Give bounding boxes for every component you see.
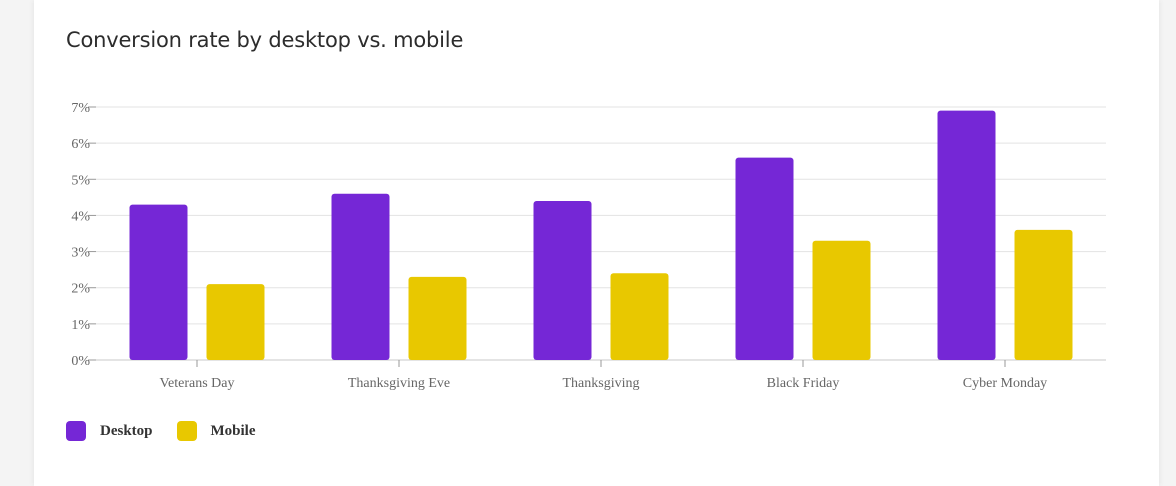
legend-label-mobile: Mobile [210, 422, 256, 439]
bar-mobile-veterans-day [206, 284, 265, 360]
x-tick-label: Black Friday [767, 376, 840, 391]
bar-mobile-thanksgiving-eve [408, 276, 467, 360]
bar-mobile-black-friday [812, 240, 871, 360]
bar-desktop-thanksgiving-eve [331, 193, 390, 360]
legend-item-desktop[interactable]: Desktop [66, 421, 153, 441]
y-tick-label: 3% [71, 246, 90, 261]
bar-mobile-thanksgiving [610, 273, 669, 360]
legend-swatch-mobile [176, 421, 197, 441]
x-tick-label: Thanksgiving [563, 376, 640, 391]
x-tick-label: Cyber Monday [963, 376, 1047, 391]
y-tick-label: 0% [71, 354, 90, 369]
bar-desktop-black-friday [735, 157, 794, 360]
x-tick-label: Thanksgiving Eve [348, 376, 450, 391]
bar-chart: 0% 1% 2% 3% 4% 5% 6% 7% Veterans Day Thanksgiving… [71, 101, 1106, 391]
legend-item-mobile[interactable]: Mobile [176, 421, 256, 441]
y-tick-label: 7% [71, 101, 90, 116]
y-tick-label: 1% [71, 318, 90, 333]
y-tick-label: 4% [71, 209, 90, 224]
chart-card: Conversion rate by desktop vs. mobile 0%… [34, 0, 1159, 486]
bar-desktop-veterans-day [129, 204, 188, 360]
legend-label-desktop: Desktop [100, 422, 153, 439]
y-tick-label: 5% [71, 173, 90, 188]
legend: Desktop Mobile [66, 421, 280, 441]
bar-mobile-cyber-monday [1014, 229, 1073, 360]
legend-swatch-desktop [66, 421, 86, 441]
bar-desktop-thanksgiving [533, 200, 592, 360]
chart-title: Conversion rate by desktop vs. mobile [66, 28, 464, 52]
x-tick-label: Veterans Day [159, 376, 234, 391]
bar-desktop-cyber-monday [937, 110, 996, 360]
y-tick-label: 2% [71, 282, 90, 297]
y-tick-label: 6% [71, 137, 90, 152]
